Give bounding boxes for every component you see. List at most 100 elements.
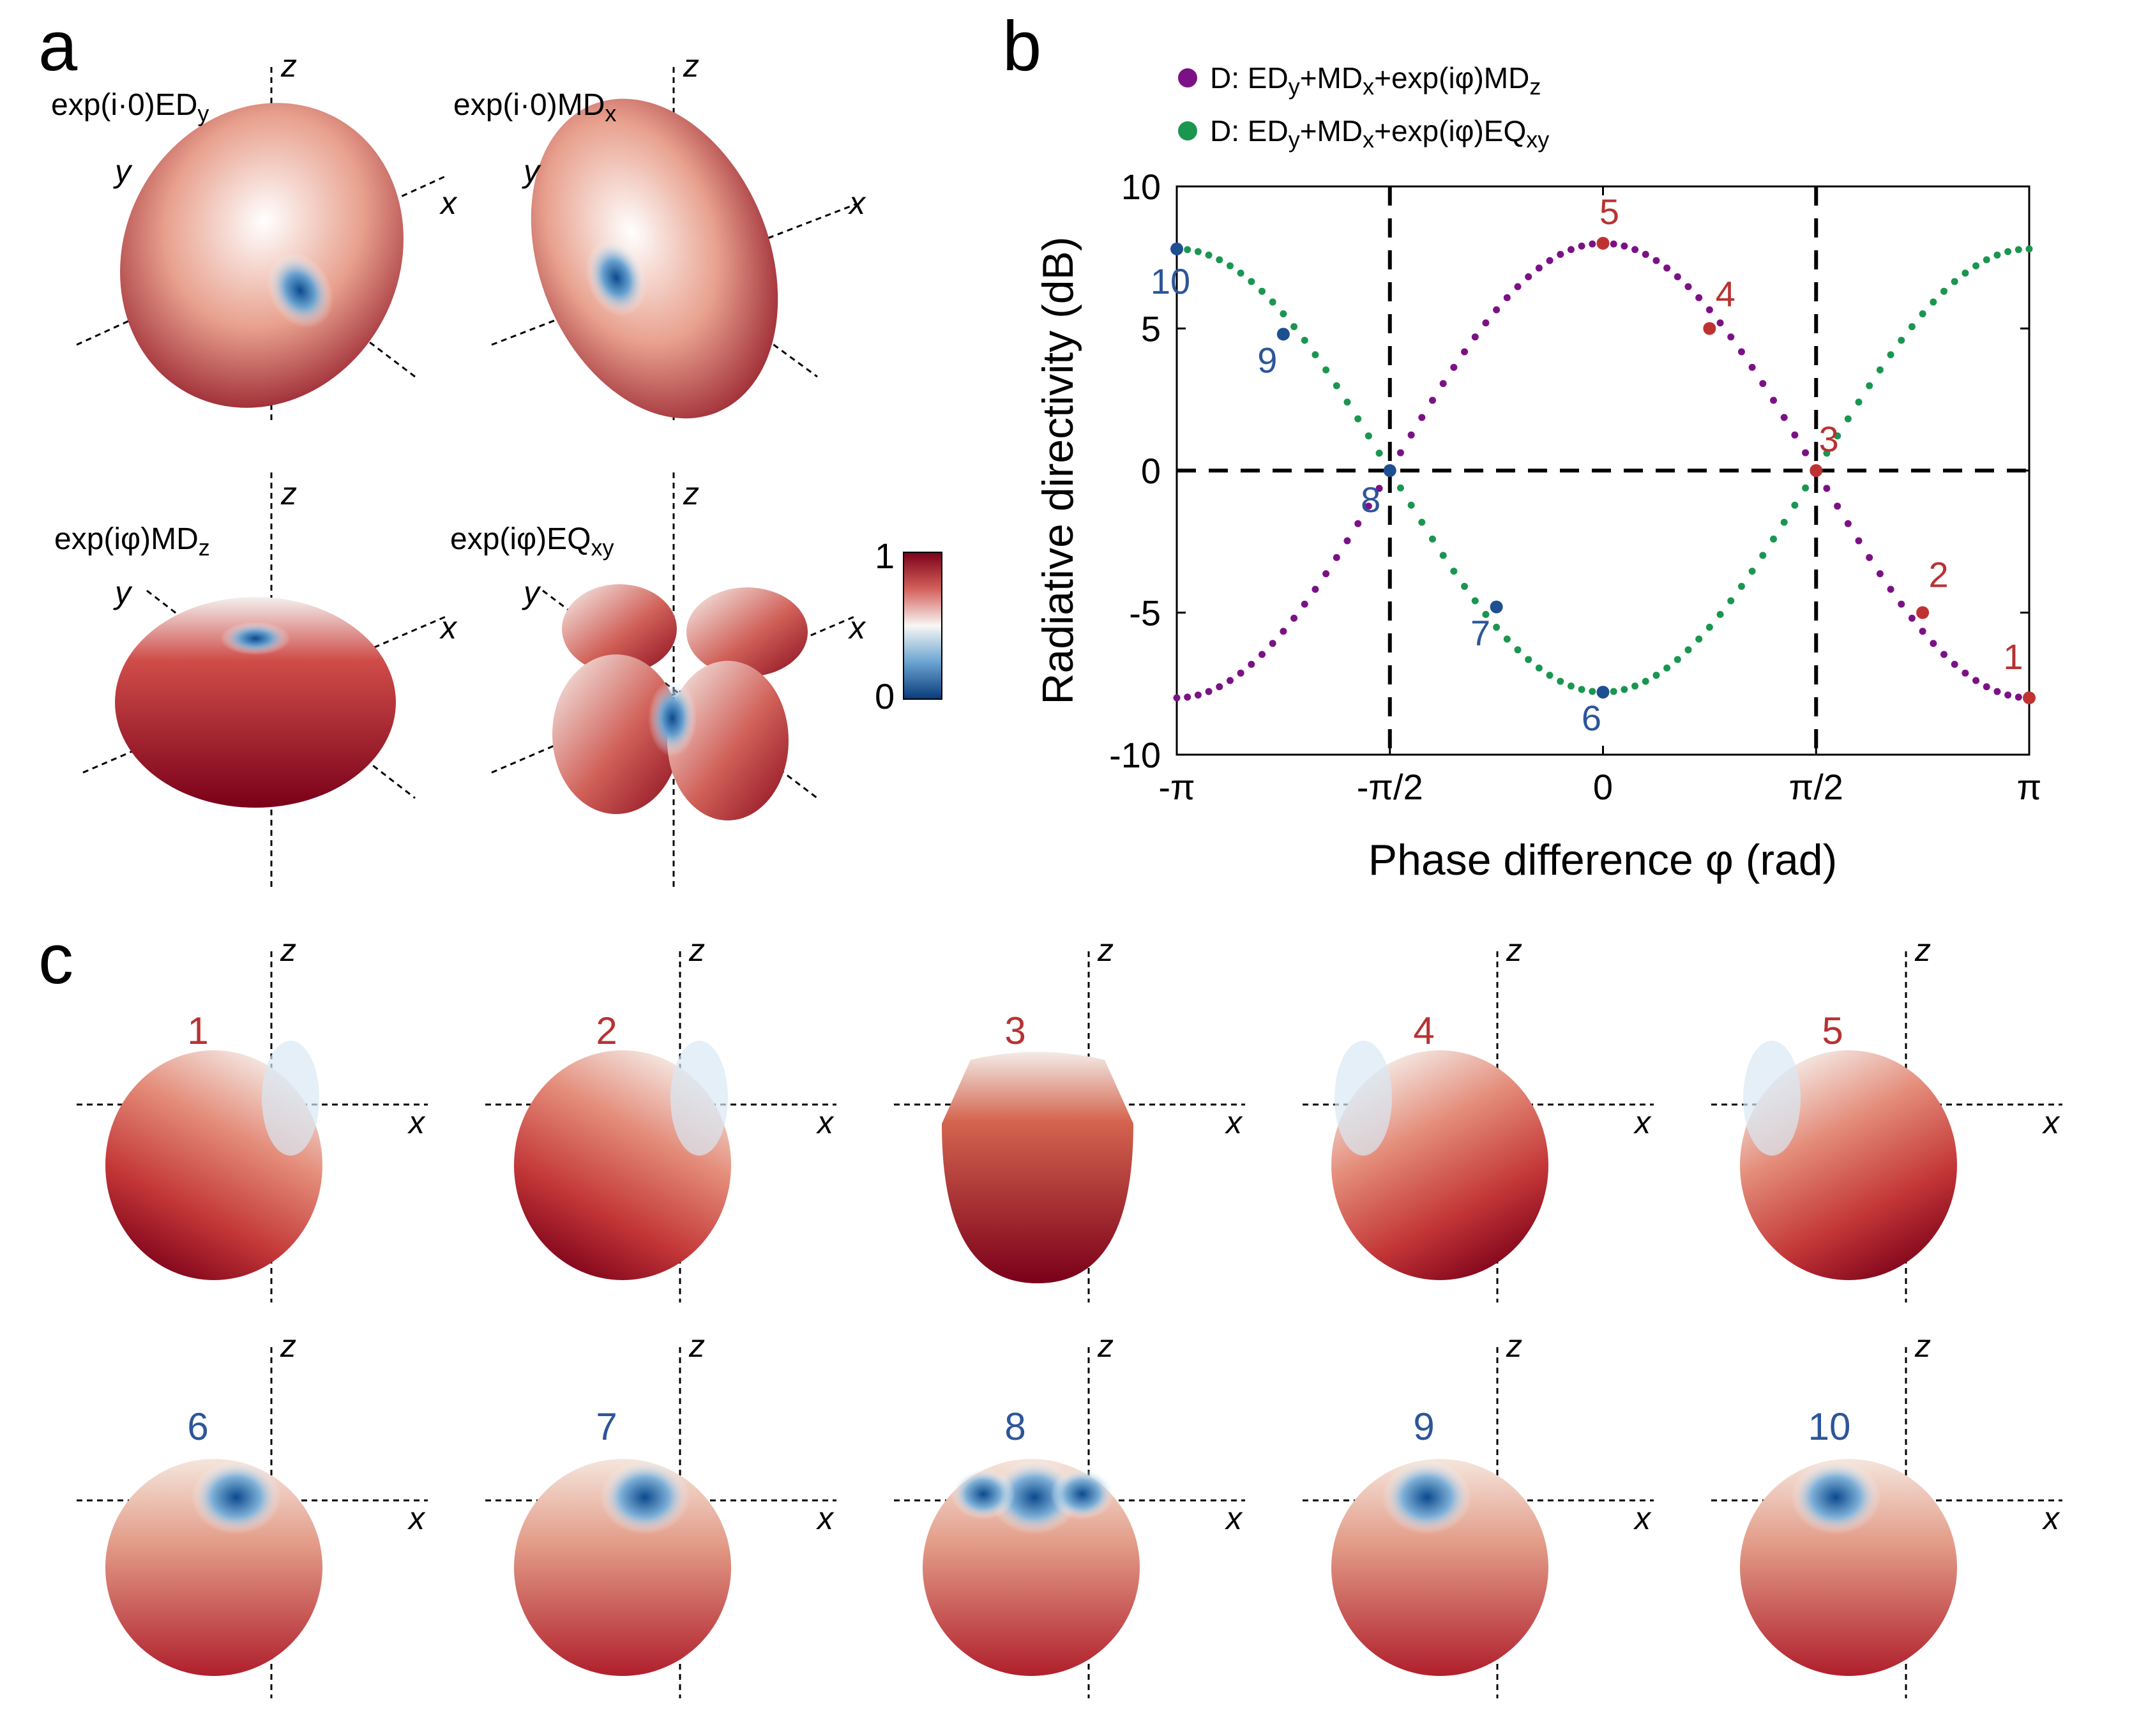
y-tick-label: 5	[1141, 309, 1161, 349]
data-point	[1375, 449, 1383, 457]
data-point	[1940, 287, 1947, 295]
data-point	[1396, 449, 1404, 457]
data-point	[1418, 414, 1426, 421]
colorbar-max: 1	[875, 536, 895, 576]
pattern-7: z x 7	[485, 1328, 836, 1698]
pattern-2: z x 2	[485, 932, 836, 1302]
pattern-5: z x 5	[1711, 932, 2062, 1302]
eq-lobe-front-left	[552, 654, 680, 814]
data-point	[1642, 250, 1649, 258]
data-point	[1695, 294, 1703, 301]
data-point	[1898, 600, 1905, 608]
colorbar-min: 0	[875, 676, 895, 716]
eq-lobe-back-left	[562, 584, 677, 674]
data-point	[1343, 537, 1351, 545]
data-point	[1972, 262, 1980, 269]
panel-a-md-z: exp(iφ)MDz z x y	[54, 472, 458, 887]
data-point	[1834, 502, 1841, 510]
data-point	[1312, 351, 1319, 359]
pattern-null-notch	[1382, 1460, 1472, 1534]
axis-x-label: x	[2042, 1500, 2060, 1536]
data-point	[1375, 485, 1383, 492]
pattern-label-7: 7	[596, 1405, 617, 1448]
data-point	[1759, 380, 1767, 388]
data-point	[1663, 664, 1671, 672]
pattern-8: z x 8	[894, 1328, 1245, 1698]
data-point	[1940, 651, 1947, 658]
md-x-pattern	[531, 98, 778, 419]
pattern-1: z x 1	[77, 932, 428, 1302]
data-point	[1652, 257, 1660, 264]
data-point	[1493, 306, 1501, 313]
data-point	[1461, 348, 1469, 356]
marked-point-9	[1276, 328, 1290, 341]
data-point	[1663, 264, 1671, 272]
x-tick-label: -π	[1158, 767, 1195, 807]
data-point	[1674, 273, 1681, 280]
axis-z-label: z	[683, 48, 699, 84]
pattern-label-5: 5	[1822, 1009, 1843, 1052]
x-tick-label: -π/2	[1357, 767, 1423, 807]
marked-point-label-10: 10	[1151, 261, 1190, 301]
marked-point-label-5: 5	[1599, 192, 1619, 232]
data-point	[1343, 398, 1351, 406]
pattern-null-edge	[262, 1041, 319, 1156]
data-point	[1280, 628, 1287, 635]
x-axis-title: Phase difference φ (rad)	[1368, 836, 1838, 884]
data-point	[1695, 635, 1703, 643]
data-point	[1866, 382, 1873, 389]
data-point	[1674, 656, 1681, 663]
data-point	[1791, 501, 1799, 509]
data-point	[1535, 264, 1543, 272]
colorbar: 1 0	[875, 536, 942, 716]
data-point	[1844, 520, 1852, 527]
pattern-null-notch	[600, 1460, 690, 1534]
legend: D: EDy+MDx+exp(iφ)MDz D: EDy+MDx+exp(iφ)…	[1178, 61, 1549, 153]
data-point	[1226, 677, 1234, 684]
data-point	[1407, 431, 1415, 439]
pattern-4: z x 4	[1303, 932, 1654, 1302]
axis-z-label: z	[1506, 932, 1522, 968]
data-point	[1684, 646, 1692, 654]
marked-point-4	[1703, 322, 1716, 335]
data-point	[1908, 323, 1916, 331]
data-point	[1216, 683, 1223, 691]
data-point	[1280, 310, 1287, 318]
data-point	[1642, 677, 1649, 685]
axis-x-label: x	[407, 1500, 426, 1536]
marked-point-label-1: 1	[2003, 637, 2023, 677]
data-point	[1930, 298, 1937, 306]
data-point	[1248, 661, 1255, 668]
data-point	[1290, 323, 1298, 331]
data-point	[1237, 269, 1244, 277]
data-point	[1930, 640, 1937, 647]
data-point	[1727, 597, 1735, 605]
data-point	[1312, 585, 1319, 593]
data-point	[1589, 240, 1596, 248]
data-point	[1194, 248, 1202, 255]
data-point	[1621, 686, 1628, 693]
axis-y-label: y	[522, 575, 541, 610]
axis-z-label: z	[280, 1328, 296, 1364]
panel-a-ed-y: exp(i·0)EDy z x y	[51, 48, 458, 421]
data-point	[1791, 431, 1799, 439]
pattern-null-edge	[1334, 1041, 1392, 1156]
data-point	[2025, 245, 2033, 253]
pattern-shape	[1740, 1459, 1957, 1676]
data-point	[1802, 484, 1810, 492]
axis-y-label: y	[522, 153, 541, 189]
marked-point-label-9: 9	[1257, 340, 1277, 380]
md-z-pattern	[115, 597, 396, 808]
y-tick-label: 10	[1121, 167, 1161, 207]
axis-x-label: x	[2042, 1105, 2060, 1140]
marked-point-7	[1490, 600, 1503, 614]
axis-z-label: z	[688, 1328, 705, 1364]
pattern-label-9: 9	[1413, 1405, 1434, 1448]
legend-marker-purple	[1178, 68, 1197, 87]
panel-a-eq-xy: exp(iφ)EQxy z x y	[450, 472, 866, 887]
y-axis-title: Radiative directivity (dB)	[1034, 236, 1082, 704]
axis-z-label: z	[1506, 1328, 1522, 1364]
data-point	[1631, 683, 1639, 690]
data-point	[1919, 310, 1926, 318]
data-point	[2004, 248, 2012, 255]
